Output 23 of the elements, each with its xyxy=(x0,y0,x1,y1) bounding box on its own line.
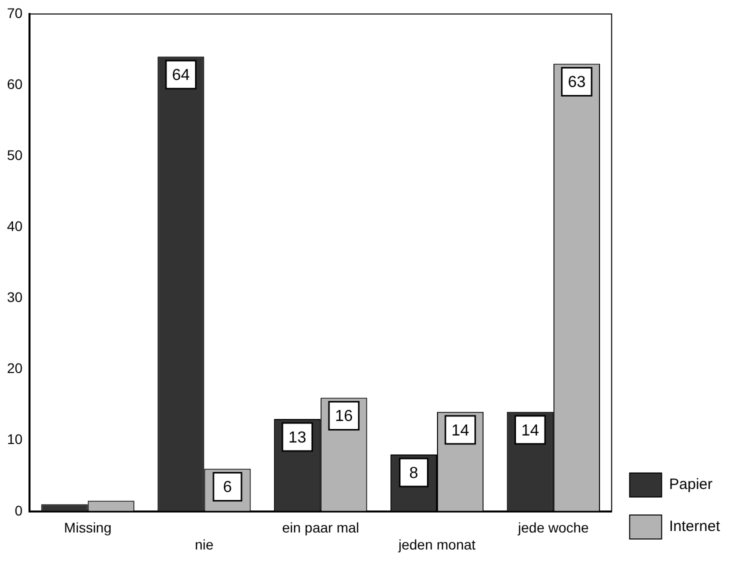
data-label: 63 xyxy=(568,74,586,92)
data-label: 14 xyxy=(451,422,470,440)
legend-label: Internet xyxy=(669,518,721,536)
y-tick-label: 50 xyxy=(6,146,23,163)
y-tick-label: 60 xyxy=(6,76,23,92)
data-label: 14 xyxy=(521,422,540,440)
data-label: 64 xyxy=(172,67,190,84)
x-tick-label: jeden monat xyxy=(397,536,476,552)
y-tick-label: 0 xyxy=(14,502,23,518)
x-tick-label: jede woche xyxy=(517,520,590,536)
legend-label: Papier xyxy=(669,476,712,494)
x-tick-label: Missing xyxy=(64,520,112,536)
x-tick-label: nie xyxy=(194,536,214,552)
y-tick-label: 30 xyxy=(6,289,23,306)
y-tick-label: 20 xyxy=(6,360,23,376)
x-tick-label: ein paar mal xyxy=(282,520,360,536)
data-label: 16 xyxy=(334,408,353,426)
data-label: 13 xyxy=(288,429,306,446)
y-tick-label: 10 xyxy=(6,431,23,448)
y-tick-label: 70 xyxy=(6,4,23,21)
y-tick-label: 40 xyxy=(6,218,23,234)
data-label: 6 xyxy=(223,479,232,496)
data-label: 8 xyxy=(409,464,418,482)
